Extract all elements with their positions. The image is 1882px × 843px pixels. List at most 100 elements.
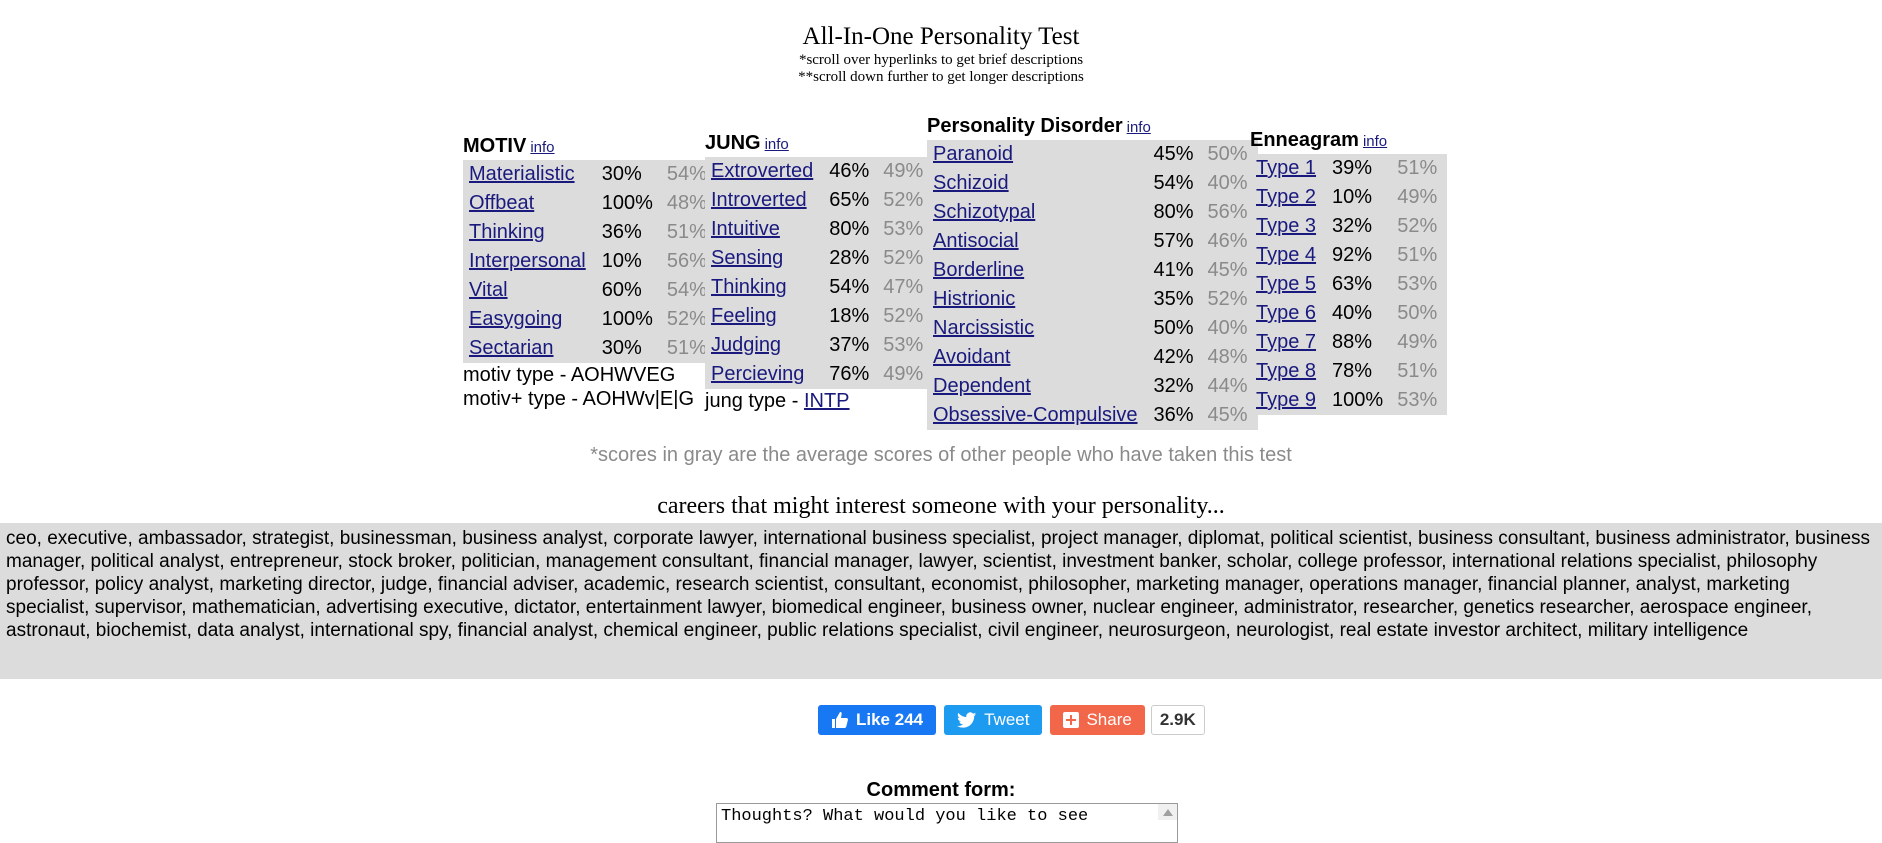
disorder-trait-link[interactable]: Narcissistic [933, 317, 1035, 339]
disorder-score: 32% [1153, 375, 1194, 397]
disorder-trait-link[interactable]: Schizoid [933, 172, 1009, 194]
motiv-row: Vital 60% 54% [463, 276, 717, 305]
share-count-badge: 2.9K [1150, 705, 1205, 735]
jung-average-score: 49% [883, 160, 924, 182]
motiv-score: 36% [601, 221, 642, 243]
textarea-scroll-up-arrow[interactable] [1158, 804, 1177, 820]
jung-trait-link[interactable]: Thinking [711, 276, 787, 298]
disorder-average-score: 40% [1207, 172, 1248, 194]
motiv-trait-link[interactable]: Easygoing [469, 308, 563, 330]
enneagram-row: Type 5 63% 53% [1250, 270, 1447, 299]
twitter-bird-icon [957, 711, 977, 728]
disorder-average-score: 56% [1207, 201, 1248, 223]
motiv-trait-link[interactable]: Offbeat [469, 192, 535, 214]
enneagram-average-score: 52% [1397, 215, 1438, 237]
jung-score: 18% [829, 305, 870, 327]
disorder-trait-link[interactable]: Dependent [933, 375, 1031, 397]
disorder-row: Narcissistic 50% 40% [927, 314, 1258, 343]
motiv-score: 30% [601, 337, 642, 359]
disorder-trait-link[interactable]: Schizotypal [933, 201, 1036, 223]
disorder-info-link[interactable]: info [1126, 119, 1151, 136]
enneagram-section: Enneagram info Type 1 39% 51% Type 2 10% 49% Ty… [1250, 128, 1448, 415]
disorder-trait-link[interactable]: Avoidant [933, 346, 1011, 368]
disorder-row: Paranoid 45% 50% [927, 140, 1258, 169]
hover-note: *scroll over hyperlinks to get brief des… [798, 52, 1084, 68]
disorder-trait-link[interactable]: Obsessive-Compulsive [933, 404, 1138, 426]
motiv-average-score: 54% [666, 163, 707, 185]
motiv-trait-link[interactable]: Materialistic [469, 163, 575, 185]
enneagram-score: 92% [1332, 244, 1373, 266]
facebook-like-button[interactable]: Like 244 [818, 705, 937, 735]
jung-score: 46% [829, 160, 870, 182]
enneagram-average-score: 49% [1397, 186, 1438, 208]
jung-score: 80% [829, 218, 870, 240]
jung-average-score: 47% [883, 276, 924, 298]
motiv-score: 10% [601, 250, 642, 272]
enneagram-trait-link[interactable]: Type 4 [1256, 244, 1317, 266]
disorder-trait-link[interactable]: Antisocial [933, 230, 1019, 252]
jung-trait-link[interactable]: Introverted [711, 189, 807, 211]
disorder-heading: Personality Disorder info [927, 114, 1258, 140]
enneagram-trait-link[interactable]: Type 7 [1256, 331, 1317, 353]
thumbs-up-icon [832, 712, 848, 728]
enneagram-trait-link[interactable]: Type 1 [1256, 157, 1317, 179]
jung-type-prefix: jung type - [705, 390, 804, 412]
enneagram-trait-link[interactable]: Type 5 [1256, 273, 1317, 295]
jung-type-link[interactable]: INTP [803, 390, 850, 412]
motiv-trait-link[interactable]: Vital [469, 279, 508, 301]
disorder-table: Paranoid 45% 50% Schizoid 54% 40% Schizotypal 8… [927, 140, 1258, 430]
enneagram-info-link[interactable]: info [1362, 133, 1388, 150]
motiv-trait-link[interactable]: Thinking [469, 221, 545, 243]
enneagram-row: Type 2 10% 49% [1250, 183, 1447, 212]
disorder-trait-link[interactable]: Histrionic [933, 288, 1016, 310]
enneagram-row: Type 1 39% 51% [1250, 154, 1447, 183]
jung-trait-link[interactable]: Extroverted [711, 160, 814, 182]
share-button[interactable]: Share [1050, 705, 1145, 735]
disorder-section: Personality Disorder info Paranoid 45% 50% S… [927, 114, 1258, 430]
enneagram-row: Type 9 100% 53% [1250, 386, 1447, 415]
jung-trait-link[interactable]: Intuitive [711, 218, 780, 240]
jung-average-score: 52% [883, 247, 924, 269]
disorder-row: Avoidant 42% 48% [927, 343, 1258, 372]
disorder-trait-link[interactable]: Paranoid [933, 143, 1014, 165]
disorder-average-score: 45% [1207, 404, 1248, 426]
jung-trait-link[interactable]: Percieving [711, 363, 805, 385]
jung-trait-link[interactable]: Sensing [711, 247, 784, 269]
tweet-button[interactable]: Tweet [944, 705, 1043, 735]
average-scores-note: *scores in gray are the average scores o… [590, 444, 1292, 466]
motiv-row: Offbeat 100% 48% [463, 189, 717, 218]
enneagram-trait-link[interactable]: Type 8 [1256, 360, 1317, 382]
jung-trait-link[interactable]: Feeling [711, 305, 777, 327]
triangle-up-icon [1162, 808, 1173, 816]
enneagram-average-score: 51% [1397, 157, 1438, 179]
motiv-info-link[interactable]: info [530, 139, 555, 156]
motiv-plus-type: motiv+ type - AOHWv|E|G [463, 388, 694, 410]
enneagram-average-score: 53% [1397, 389, 1438, 411]
enneagram-trait-link[interactable]: Type 6 [1256, 302, 1317, 324]
motiv-trait-link[interactable]: Sectarian [469, 337, 554, 359]
enneagram-trait-link[interactable]: Type 9 [1256, 389, 1317, 411]
jung-row: Percieving 76% 49% [705, 360, 933, 389]
disorder-title: Personality Disorder [927, 115, 1123, 137]
disorder-score: 57% [1153, 230, 1194, 252]
enneagram-average-score: 51% [1397, 360, 1438, 382]
comment-textarea[interactable]: Thoughts? What would you like to see [716, 803, 1178, 843]
motiv-section: MOTIV info Materialistic 30% 54% Offbeat 100%… [463, 134, 717, 411]
motiv-trait-link[interactable]: Interpersonal [469, 250, 586, 272]
enneagram-score: 40% [1332, 302, 1373, 324]
disorder-trait-link[interactable]: Borderline [933, 259, 1025, 281]
disorder-score: 80% [1153, 201, 1194, 223]
enneagram-score: 32% [1332, 215, 1373, 237]
jung-row: Feeling 18% 52% [705, 302, 933, 331]
jung-heading: JUNG info [705, 131, 933, 157]
jung-average-score: 53% [883, 334, 924, 356]
enneagram-trait-link[interactable]: Type 2 [1256, 186, 1317, 208]
motiv-row: Easygoing 100% 52% [463, 305, 717, 334]
disorder-row: Antisocial 57% 46% [927, 227, 1258, 256]
enneagram-average-score: 53% [1397, 273, 1438, 295]
enneagram-trait-link[interactable]: Type 3 [1256, 215, 1317, 237]
enneagram-average-score: 50% [1397, 302, 1438, 324]
jung-row: Introverted 65% 52% [705, 186, 933, 215]
jung-info-link[interactable]: info [764, 136, 789, 153]
jung-trait-link[interactable]: Judging [711, 334, 782, 356]
